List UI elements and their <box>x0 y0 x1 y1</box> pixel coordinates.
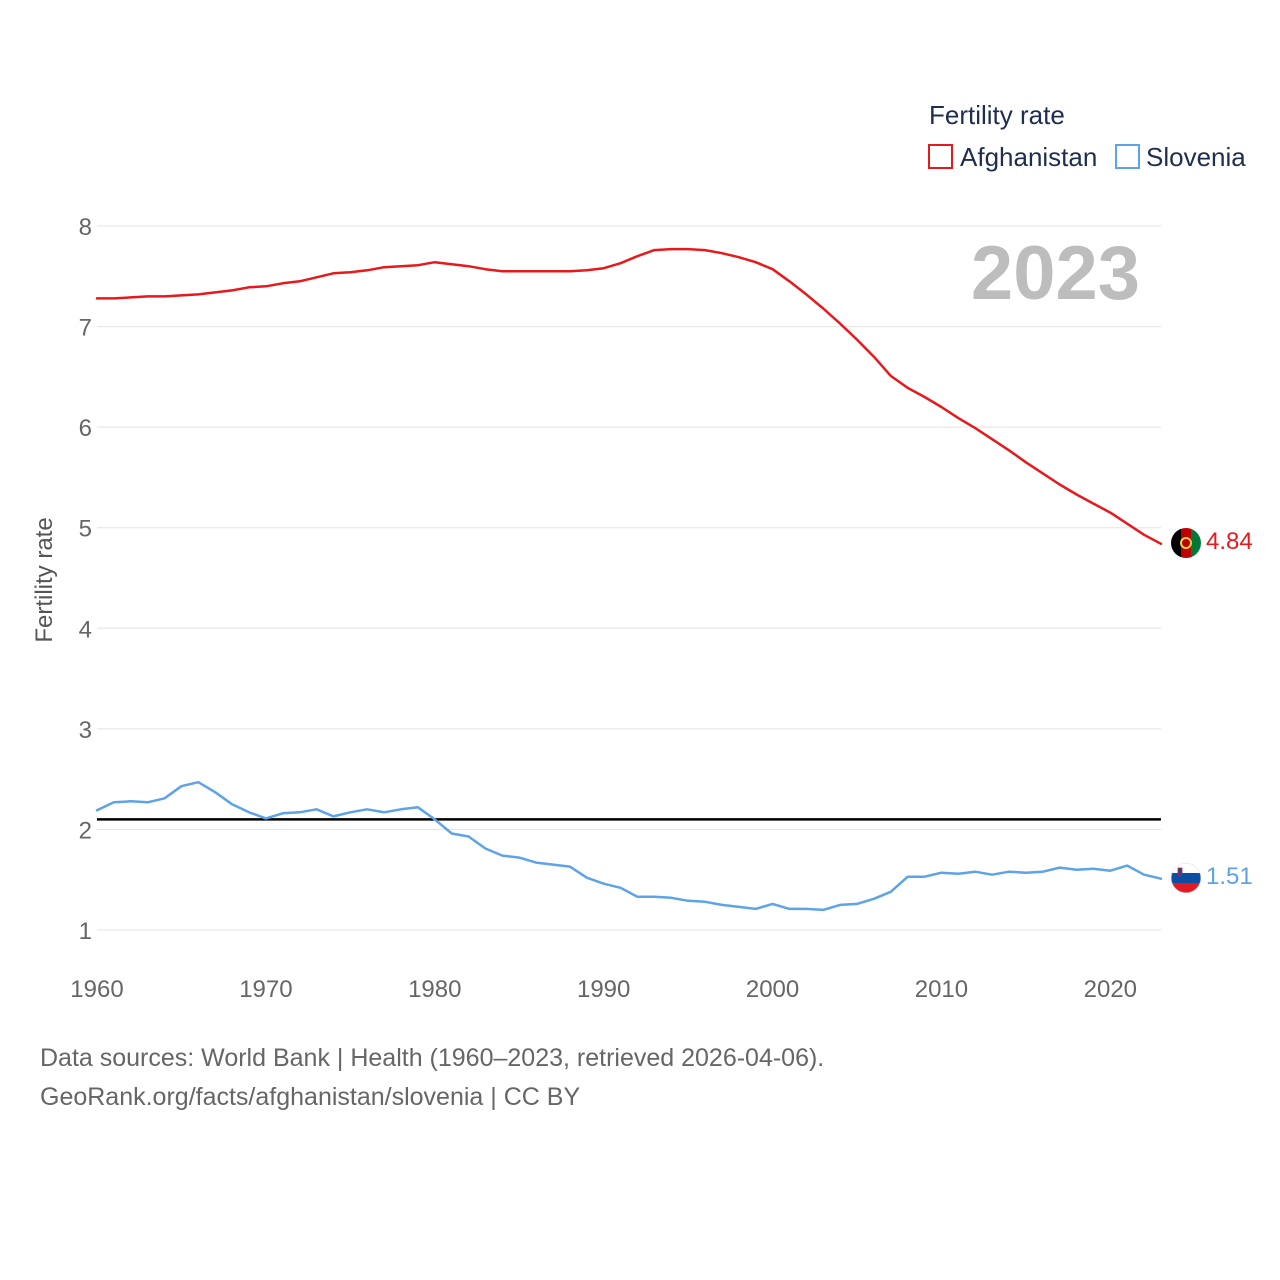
x-tick-label: 2010 <box>915 976 968 1003</box>
x-tick-label: 1990 <box>577 976 630 1003</box>
y-tick-label: 1 <box>79 918 92 945</box>
y-tick-label: 8 <box>79 214 92 241</box>
footer-sources: Data sources: World Bank | Health (1960–… <box>40 1044 825 1072</box>
series-line-afghanistan <box>95 247 1163 546</box>
x-tick-label: 2000 <box>746 976 799 1003</box>
y-tick-label: 2 <box>79 817 92 844</box>
y-tick-label: 3 <box>79 717 92 744</box>
grid-lines <box>97 225 1161 931</box>
x-tick-label: 1960 <box>70 976 123 1003</box>
x-tick-label: 1980 <box>408 976 461 1003</box>
legend-label-slovenia: Slovenia <box>1146 142 1246 172</box>
legend-item-afghanistan[interactable]: Afghanistan <box>928 142 1097 172</box>
legend: Fertility rate Afghanistan Slovenia <box>928 100 1246 172</box>
x-tick-label: 2020 <box>1084 976 1137 1003</box>
y-tick-label: 6 <box>79 415 92 442</box>
line-chart: 1 2 3 4 5 6 7 8 1960 1970 1980 1990 2000 2010 2020 Fe… <box>31 100 1253 1003</box>
y-tick-label: 5 <box>79 516 92 543</box>
end-value-slovenia: 1.51 <box>1206 863 1253 890</box>
y-axis-ticks: 1 2 3 4 5 6 7 8 <box>79 214 92 945</box>
series-lines <box>95 247 1163 912</box>
legend-title: Fertility rate <box>929 100 1065 130</box>
legend-swatch-slovenia <box>1115 144 1140 169</box>
y-tick-label: 4 <box>79 616 92 643</box>
legend-swatch-afghanistan <box>928 144 953 169</box>
slovenia-flag-icon <box>1171 863 1201 893</box>
legend-item-slovenia[interactable]: Slovenia <box>1115 142 1246 172</box>
end-value-afghanistan: 4.84 <box>1206 528 1253 555</box>
legend-label-afghanistan: Afghanistan <box>960 142 1097 172</box>
afghanistan-flag-icon <box>1171 528 1201 558</box>
x-tick-label: 1970 <box>239 976 292 1003</box>
series-line-slovenia <box>95 780 1163 912</box>
year-label: 2023 <box>971 231 1140 316</box>
x-axis-ticks: 1960 1970 1980 1990 2000 2010 2020 <box>70 976 1137 1003</box>
y-axis-title: Fertility rate <box>31 517 58 642</box>
footer-credit: GeoRank.org/facts/afghanistan/slovenia |… <box>40 1083 581 1111</box>
y-tick-label: 7 <box>79 315 92 342</box>
